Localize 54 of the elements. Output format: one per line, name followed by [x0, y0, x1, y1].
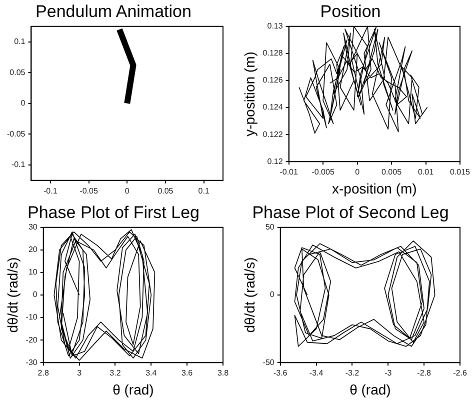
y-tick-label: 0.12 — [267, 156, 284, 166]
x-tick-label: 0.1 — [198, 186, 210, 196]
y-tick-label: 0.126 — [262, 76, 284, 85]
x-tick-label: -3.6 — [273, 368, 288, 378]
x-tick-label: -0.01 — [280, 168, 298, 177]
x-tick-label: 0 — [124, 186, 130, 196]
x-tick-label: -2.8 — [417, 368, 432, 378]
chart-title: Phase Plot of First Leg — [28, 202, 200, 222]
y-tick-label: 0.124 — [262, 102, 284, 112]
y-tick-label: 0.13 — [267, 22, 284, 31]
x-tick-label: 3.8 — [217, 368, 230, 378]
x-axis-title: θ (rad) — [112, 381, 154, 398]
y-tick-label: 0 — [20, 98, 26, 108]
x-tick-label: -3.2 — [345, 368, 360, 378]
y-tick-label: 30 — [28, 222, 38, 232]
y-tick-label: 0.1 — [14, 37, 26, 46]
x-tick-label: 0 — [355, 168, 360, 177]
y-tick-label: 0.128 — [262, 48, 284, 58]
x-tick-label: 3 — [77, 368, 82, 378]
y-tick-label: 0.05 — [10, 68, 26, 77]
x-tick-label: 0.05 — [158, 186, 174, 196]
chart-title: Pendulum Animation — [36, 2, 192, 21]
x-tick-label: 3.4 — [146, 368, 158, 378]
x-tick-label: 3.2 — [110, 368, 122, 378]
y-axis-title: y-position (m) — [241, 52, 258, 136]
y-tick-label: -50 — [262, 358, 275, 367]
x-tick-label: 3.6 — [182, 368, 194, 378]
y-tick-label: 20 — [28, 245, 38, 254]
y-tick-label: -20 — [26, 335, 38, 344]
y-tick-label: -0.1 — [11, 160, 26, 170]
x-tick-label: 0.005 — [382, 168, 402, 177]
y-tick-label: 0.122 — [262, 130, 284, 139]
y-axis-title: dθ/dt (rad/s) — [4, 257, 20, 333]
y-tick-label: -30 — [26, 358, 38, 367]
x-tick-label: -3.4 — [309, 368, 324, 378]
x-tick-label: 0.01 — [418, 168, 434, 177]
x-tick-label: -0.005 — [312, 168, 335, 177]
y-tick-label: 0 — [32, 290, 38, 300]
y-tick-label: 50 — [265, 222, 275, 232]
x-tick-label: -0.1 — [44, 186, 58, 196]
y-tick-label: -10 — [26, 312, 38, 322]
y-axis-title: dθ/dt (rad/s) — [241, 257, 258, 333]
x-tick-label: 2.8 — [38, 368, 50, 378]
y-tick-label: -0.05 — [7, 129, 26, 138]
x-tick-label: -0.05 — [80, 186, 98, 196]
x-axis-title: x-position (m) — [332, 180, 417, 196]
chart-title: Phase Plot of Second Leg — [252, 202, 449, 222]
x-tick-label: -3 — [384, 368, 392, 378]
y-tick-label: 10 — [28, 268, 38, 277]
x-tick-label: 0.015 — [450, 168, 471, 177]
x-axis-title: θ (rad) — [350, 381, 391, 398]
x-tick-label: -2.6 — [453, 368, 468, 378]
y-tick-label: 0 — [270, 290, 275, 300]
chart-title: Position — [320, 2, 381, 21]
